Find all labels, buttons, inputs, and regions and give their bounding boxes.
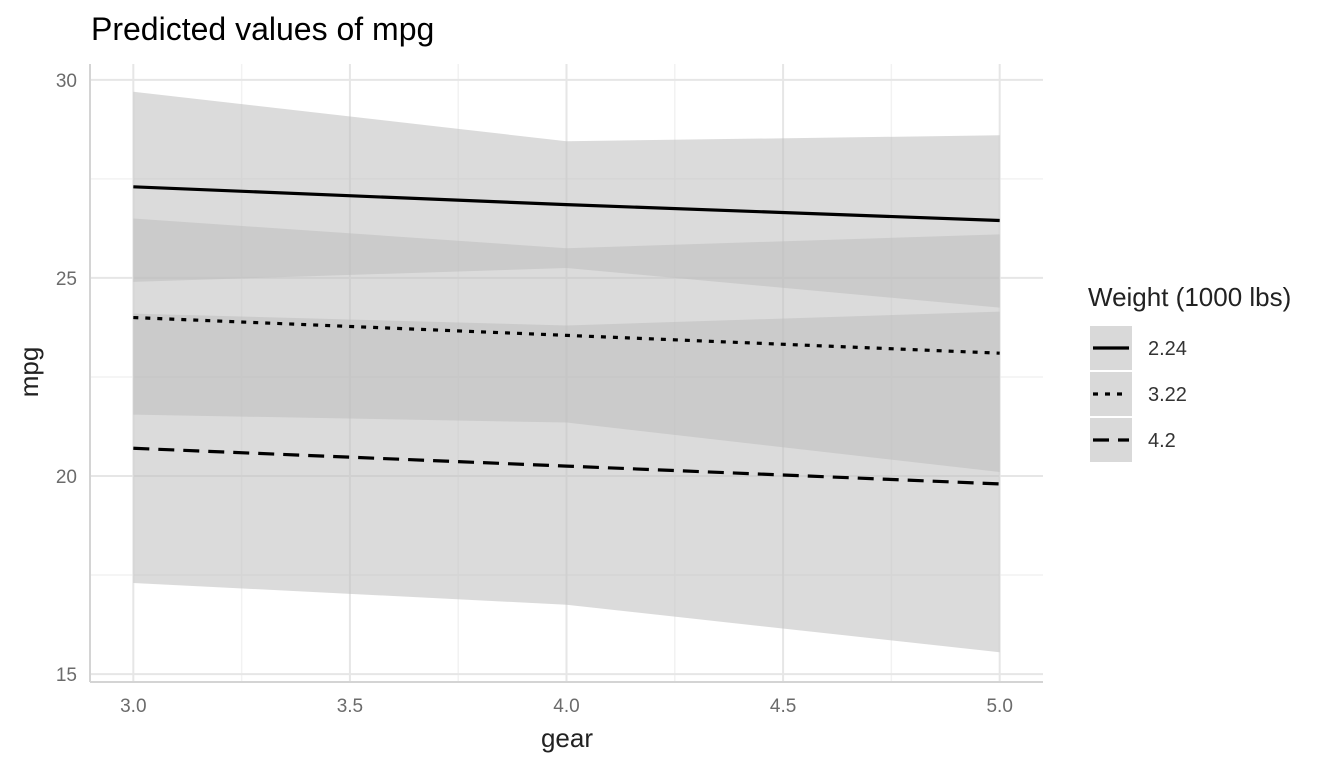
line-2.24 bbox=[133, 185, 1000, 223]
y-tick-label: 15 bbox=[56, 665, 77, 686]
y-tick-label: 30 bbox=[56, 71, 77, 92]
legend-label: 4.2 bbox=[1148, 430, 1176, 452]
y-tick-labels: 15 20 25 30 bbox=[56, 71, 77, 686]
x-tick-label: 3.5 bbox=[337, 696, 363, 717]
x-tick-label: 4.5 bbox=[770, 696, 796, 717]
y-tick-label: 20 bbox=[56, 467, 77, 488]
prediction-lines bbox=[133, 185, 1000, 486]
line-4.2 bbox=[133, 446, 1000, 486]
ribbon-4.2 bbox=[133, 311, 1000, 653]
axes bbox=[89, 64, 1043, 683]
chart-title: Predicted values of mpg bbox=[91, 11, 434, 47]
y-tick-label: 25 bbox=[56, 269, 77, 290]
x-tick-label: 3.0 bbox=[120, 696, 146, 717]
line-3.22 bbox=[133, 315, 1000, 355]
legend-keys: 2.24 3.22 4.2 bbox=[1090, 326, 1187, 462]
legend-title: Weight (1000 lbs) bbox=[1088, 282, 1291, 312]
x-axis-title: gear bbox=[541, 723, 593, 753]
confidence-bands bbox=[133, 91, 1000, 653]
x-tick-label: 5.0 bbox=[986, 696, 1012, 717]
y-axis-title: mpg bbox=[14, 347, 44, 398]
x-tick-labels: 3.0 3.5 4.0 4.5 5.0 bbox=[120, 696, 1013, 717]
legend: Weight (1000 lbs) 2.24 3.22 4.2 bbox=[1088, 282, 1291, 462]
legend-label: 3.22 bbox=[1148, 384, 1187, 406]
x-tick-label: 4.0 bbox=[553, 696, 579, 717]
legend-label: 2.24 bbox=[1148, 338, 1187, 360]
